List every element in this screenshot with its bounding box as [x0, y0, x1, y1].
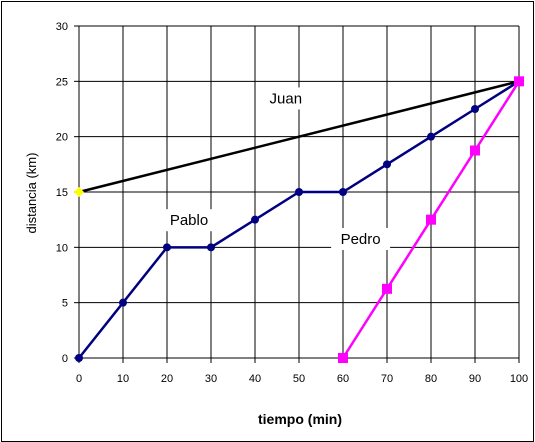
data-point-pedro [470, 145, 480, 156]
series-line-juan [78, 80, 520, 194]
data-point-pablo [427, 132, 435, 141]
data-point-pedro [514, 76, 524, 87]
series-label-bg [159, 209, 219, 232]
y-tick-label: 30 [56, 21, 68, 33]
series-label-bg [331, 228, 391, 251]
y-tick-labels: 0 5 10 15 20 25 30 [56, 21, 68, 365]
x-tick-labels: 0 10 20 30 40 50 60 70 80 90 100 [76, 373, 528, 385]
data-point-pablo [75, 354, 83, 362]
x-tick-label: 40 [249, 373, 261, 385]
x-tick-label: 80 [425, 373, 437, 385]
x-tick-label: 70 [381, 373, 393, 385]
data-point-pablo [295, 188, 303, 196]
data-point-juan [74, 187, 84, 197]
x-tick-label: 10 [117, 373, 129, 385]
x-tick-label: 100 [510, 373, 528, 385]
data-point-pedro [426, 214, 436, 225]
y-tick-label: 0 [62, 353, 68, 365]
x-axis-title: tiempo (min) [258, 411, 342, 427]
x-tick-label: 30 [205, 373, 217, 385]
x-tick-label: 50 [293, 373, 305, 385]
x-tick-label: 60 [337, 373, 349, 385]
data-point-pedro [338, 353, 348, 363]
data-point-pablo [207, 243, 215, 252]
y-tick-label: 5 [62, 298, 68, 310]
y-tick-label: 15 [56, 187, 68, 199]
series-label-juan: Juan [270, 90, 303, 107]
x-tick-label: 0 [76, 373, 82, 385]
x-tick-label: 20 [161, 373, 173, 385]
data-point-pablo [163, 243, 171, 252]
y-tick-label: 25 [56, 76, 68, 88]
data-point-pablo [119, 298, 127, 307]
data-point-pablo [471, 105, 479, 113]
data-point-pedro [382, 283, 392, 294]
series-label-bg [260, 87, 311, 110]
series-label-pablo: Pablo [170, 212, 208, 229]
series-markers [74, 76, 524, 363]
y-tick-label: 20 [56, 132, 68, 144]
series-labels: Juan Pablo Pedro [159, 87, 391, 251]
y-axis-title: distancia (km) [24, 153, 39, 234]
y-tick-label: 10 [56, 242, 68, 254]
series-label-pedro: Pedro [341, 231, 381, 248]
data-point-pablo [251, 215, 259, 224]
data-point-pablo [383, 160, 391, 169]
data-point-pablo [339, 188, 347, 196]
x-tick-label: 90 [469, 373, 481, 385]
